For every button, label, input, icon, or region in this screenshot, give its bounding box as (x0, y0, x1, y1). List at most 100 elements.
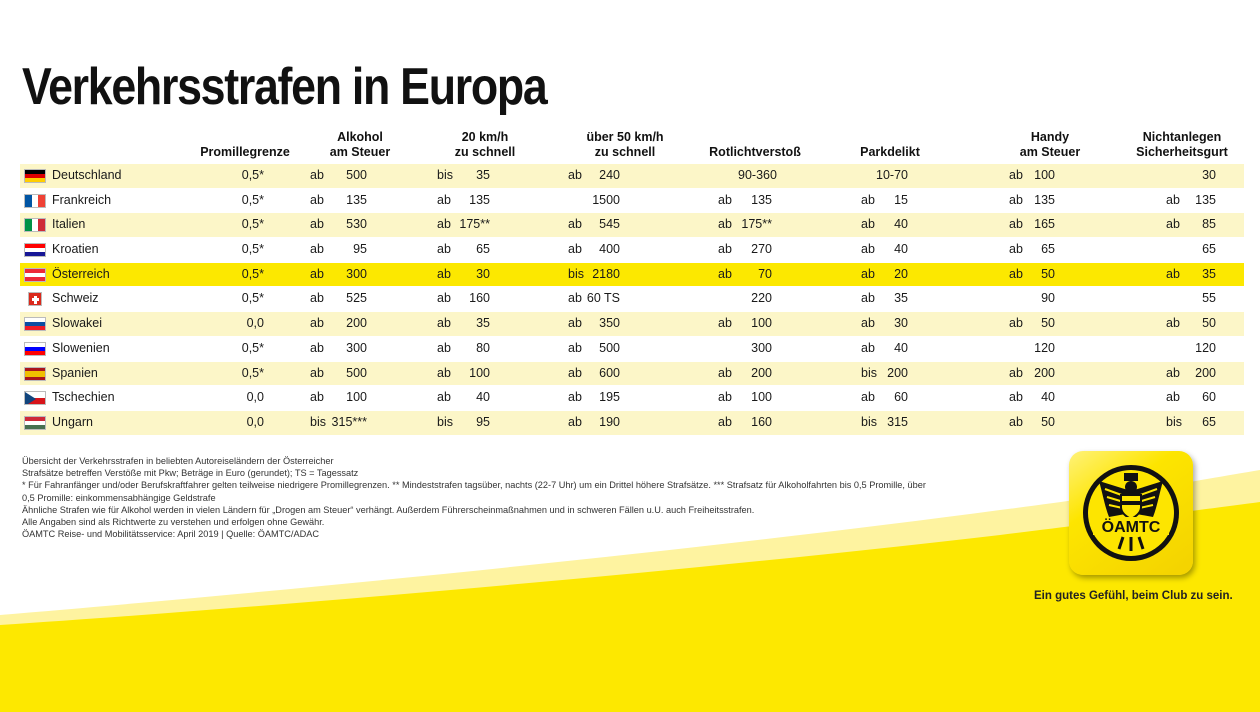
column-header: Alkohol am Steuer (329, 130, 391, 159)
promille-value: 0,5* (241, 340, 264, 355)
country-name: Frankreich (52, 192, 112, 207)
v50-prefix: ab (568, 291, 582, 306)
v20-value: 175** (459, 217, 490, 232)
column-header: über 50 km/h zu schnell (586, 130, 664, 159)
footnote-line: Übersicht der Verkehrsstrafen in beliebt… (22, 456, 334, 466)
park-prefix: ab (861, 217, 875, 232)
rot-prefix: ab (718, 242, 732, 257)
v50-prefix: ab (568, 340, 582, 355)
alk-prefix: ab (310, 217, 324, 232)
v50-value: 1500 (592, 192, 620, 207)
table-row: Frankreich 0,5* ab 135 ab 135 1500 ab 135 ab 15 ab 1… (20, 188, 1244, 214)
v50-value: 60 TS (586, 291, 620, 306)
v20-value: 35 (476, 168, 490, 182)
park-value: 40 (894, 217, 908, 232)
park-prefix: ab (861, 242, 875, 257)
footnote-line: ÖAMTC Reise- und Mobilitätsservice: Apri… (22, 529, 319, 540)
alk-prefix: ab (310, 192, 324, 207)
alk-value: 300 (346, 266, 367, 281)
handy-prefix: ab (1009, 316, 1023, 331)
v50-prefix: ab (568, 217, 582, 232)
promille-value: 0,5* (241, 217, 264, 232)
alk-value: 530 (346, 217, 367, 232)
gurt-value: 35 (1202, 266, 1216, 281)
handy-value: 65 (1041, 242, 1055, 257)
alk-prefix: ab (310, 340, 324, 355)
cz-flag-icon (24, 391, 46, 406)
handy-value: 40 (1041, 390, 1055, 405)
v50-prefix: ab (568, 316, 582, 331)
v20-value: 160 (469, 291, 490, 306)
v50-value: 350 (599, 316, 620, 331)
gurt-value: 85 (1202, 217, 1216, 232)
rot-value: 175** (741, 217, 772, 232)
alk-prefix: ab (310, 168, 324, 182)
penalty-table: Promillegrenze Alkohol am Steuer 20 km/h z… (20, 124, 1244, 436)
rot-value: 70 (758, 266, 772, 281)
v20-prefix: ab (437, 365, 451, 380)
promille-value: 0,5* (241, 242, 264, 257)
v20-value: 35 (476, 316, 490, 331)
v50-prefix: ab (568, 168, 582, 182)
promille-value: 0,5* (241, 266, 264, 281)
country-name: Slowakei (52, 316, 103, 331)
park-value: 20 (894, 266, 908, 281)
page-title: Verkehrsstrafen in Europa (22, 58, 548, 116)
column-header: Handy am Steuer (1019, 130, 1081, 159)
park-value: 30 (894, 316, 908, 331)
si-flag-icon (24, 341, 46, 356)
country-name: Slowenien (52, 340, 110, 355)
alk-value: 200 (346, 316, 367, 331)
gurt-prefix: ab (1166, 390, 1180, 405)
v50-value: 500 (599, 340, 620, 355)
v20-prefix: ab (437, 316, 451, 331)
table-row: Kroatien 0,5* ab 95 ab 65 ab 400 ab 270 ab 40 ab 65 65 (20, 238, 1244, 263)
hu-flag-icon (24, 415, 46, 430)
country-name: Spanien (52, 365, 98, 380)
column-header: Rotlichtverstoß (709, 145, 801, 159)
v20-prefix: ab (437, 217, 451, 232)
de-flag-icon (24, 169, 46, 183)
v50-prefix: ab (568, 414, 582, 429)
rot-value: 100 (751, 316, 772, 331)
v20-prefix: ab (437, 291, 451, 306)
gurt-value: 135 (1195, 192, 1216, 207)
table-row: Tschechien 0,0 ab 100 ab 40 ab 195 ab 100 ab 60 ab 40… (20, 386, 1244, 411)
alk-value: 315*** (331, 414, 367, 429)
alk-value: 95 (353, 242, 367, 257)
v50-value: 190 (599, 414, 620, 429)
country-name: Italien (52, 217, 86, 232)
rot-value: 270 (751, 242, 772, 257)
park-prefix: ab (861, 192, 875, 207)
alk-prefix: ab (310, 242, 324, 257)
footnote-line: Strafsätze betreffen Verstöße mit Pkw; B… (22, 468, 359, 479)
table-row: Slowenien 0,5* ab 300 ab 80 ab 500 300 ab 40 120 120 (20, 336, 1244, 362)
park-prefix: ab (861, 390, 875, 405)
alk-prefix: ab (310, 291, 324, 306)
gurt-prefix: ab (1166, 192, 1180, 207)
v50-value: 195 (599, 390, 620, 405)
table-row: Deutschland 0,5* ab 500 bis 35 ab 240 90-360 10-7… (20, 164, 1244, 189)
logo-text: ÖAMTC (1102, 517, 1161, 536)
handy-value: 50 (1041, 266, 1055, 281)
handy-value: 135 (1034, 192, 1055, 207)
alk-value: 100 (346, 390, 367, 405)
alk-prefix: ab (310, 266, 324, 281)
promille-value: 0,0 (246, 414, 264, 429)
slogan: Ein gutes Gefühl, beim Club zu sein. (1034, 590, 1233, 602)
gurt-value: 120 (1195, 340, 1216, 355)
gurt-value: 65 (1202, 242, 1216, 257)
es-flag-icon (24, 366, 46, 381)
rot-prefix: ab (718, 365, 732, 380)
park-value: 40 (894, 340, 908, 355)
gurt-value: 55 (1202, 291, 1216, 306)
handy-value: 50 (1041, 414, 1055, 429)
handy-value: 120 (1034, 340, 1055, 355)
v50-value: 2180 (592, 266, 620, 281)
gurt-value: 30 (1202, 168, 1216, 182)
alk-value: 525 (346, 291, 367, 306)
v50-prefix: bis (568, 266, 584, 281)
handy-prefix: ab (1009, 192, 1023, 207)
promille-value: 0,5* (241, 168, 264, 182)
rot-value: 135 (751, 192, 772, 207)
